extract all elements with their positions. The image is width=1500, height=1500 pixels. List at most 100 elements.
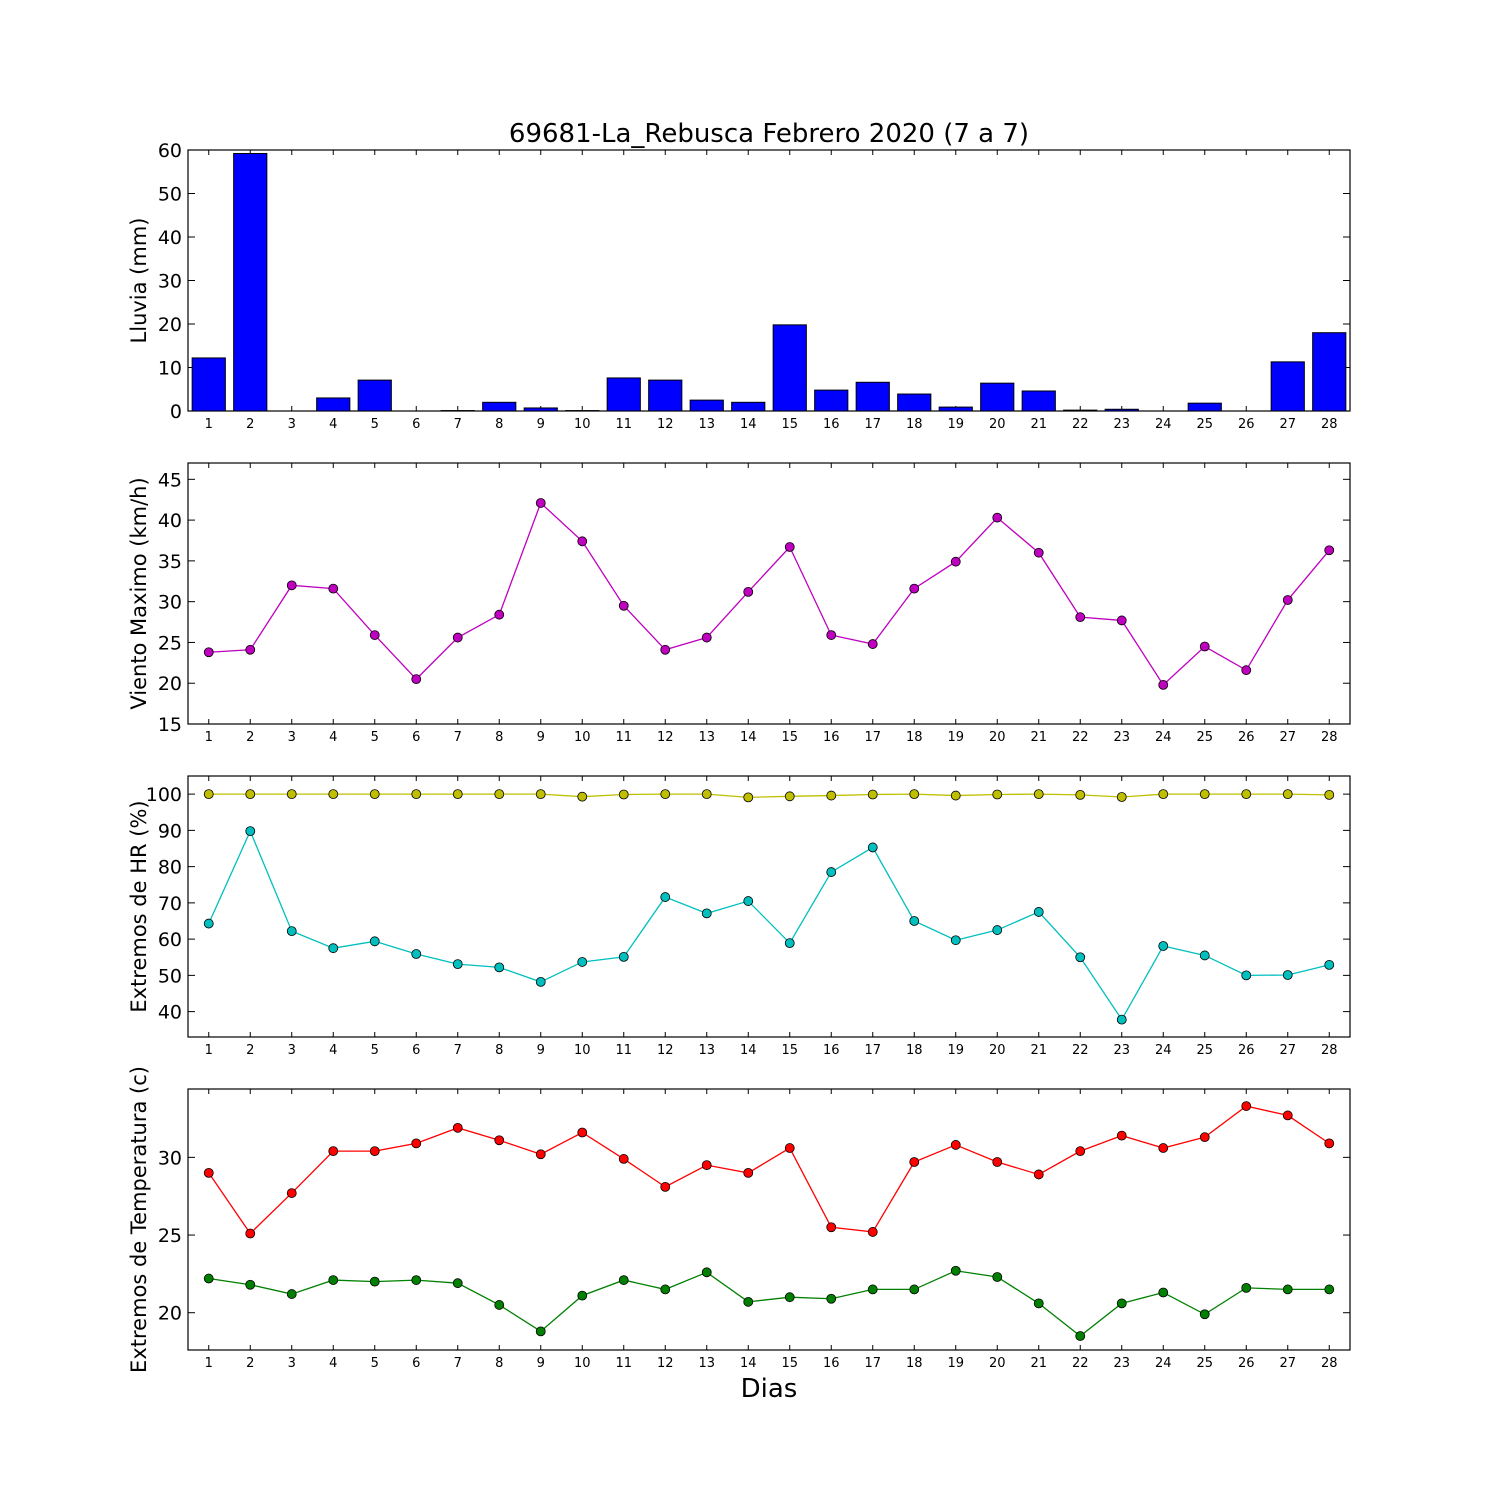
temperature-ytick-label: 30 xyxy=(158,1147,182,1169)
humidity-point xyxy=(1116,1014,1127,1025)
humidity-point xyxy=(328,789,339,800)
humidity-xtick-label: 17 xyxy=(864,1043,881,1058)
temperature-point xyxy=(1158,1143,1169,1153)
temperature-point xyxy=(494,1300,505,1310)
rain-xtick-label: 23 xyxy=(1113,417,1130,432)
rain-xtick-label: 15 xyxy=(781,417,798,432)
wind-xtick-label: 17 xyxy=(864,730,881,745)
temperature-point xyxy=(1199,1132,1210,1143)
humidity-point xyxy=(992,925,1003,935)
rain-bar xyxy=(523,407,558,412)
rain-xtick-label: 4 xyxy=(329,417,337,432)
humidity-point xyxy=(369,789,380,800)
rain-bar xyxy=(1312,332,1347,412)
temperature-point xyxy=(743,1296,754,1307)
rain-xtick-label: 9 xyxy=(537,417,545,432)
wind-xtick-label: 16 xyxy=(823,730,840,745)
temperature-xtick-label: 13 xyxy=(698,1356,715,1371)
humidity-point xyxy=(701,908,712,919)
temperature-point xyxy=(701,1267,712,1278)
humidity-point xyxy=(286,789,297,800)
wind-ytick-label: 30 xyxy=(158,592,182,614)
rain-ytick-label: 30 xyxy=(158,271,182,293)
wind-point xyxy=(452,632,463,643)
humidity-point xyxy=(660,892,671,902)
wind-xtick-label: 23 xyxy=(1113,730,1130,745)
rain-bar xyxy=(731,401,766,412)
humidity-xtick-label: 6 xyxy=(412,1043,420,1058)
temperature-xtick-label: 20 xyxy=(989,1356,1006,1371)
rain-bar xyxy=(814,389,849,412)
wind-point xyxy=(784,542,795,552)
wind-xtick-label: 11 xyxy=(615,730,632,745)
rain-xtick-label: 5 xyxy=(371,417,379,432)
humidity-point xyxy=(577,791,588,802)
wind-xtick-label: 19 xyxy=(947,730,964,745)
wind-point xyxy=(494,609,505,620)
humidity-xtick-label: 21 xyxy=(1030,1043,1047,1058)
rain-xtick-label: 22 xyxy=(1072,417,1089,432)
temperature-axes-frame xyxy=(187,1088,1351,1351)
wind-xtick-label: 8 xyxy=(495,730,503,745)
temperature-point xyxy=(411,1275,422,1285)
humidity-point xyxy=(1075,952,1086,963)
temperature-xtick-label: 1 xyxy=(205,1356,213,1371)
rain-bar xyxy=(1021,390,1056,412)
humidity-xtick-label: 5 xyxy=(371,1043,379,1058)
temperature-point xyxy=(452,1122,463,1133)
wind-xtick-label: 6 xyxy=(412,730,420,745)
temperature-point xyxy=(535,1149,546,1160)
rain-bar xyxy=(233,152,268,412)
humidity-point xyxy=(660,789,671,800)
humidity-xtick-label: 27 xyxy=(1279,1043,1296,1058)
wind-xtick-label: 14 xyxy=(740,730,757,745)
humidity-xtick-label: 18 xyxy=(906,1043,923,1058)
temperature-point xyxy=(286,1289,297,1299)
temperature-xtick-label: 4 xyxy=(329,1356,337,1371)
temperature-point xyxy=(369,1146,380,1157)
wind-point xyxy=(743,586,754,597)
wind-point xyxy=(203,647,214,658)
humidity-point xyxy=(494,789,505,800)
rain-bar xyxy=(938,406,973,412)
temperature-xtick-label: 11 xyxy=(615,1356,632,1371)
temperature-point xyxy=(1324,1284,1335,1295)
rain-bar xyxy=(482,401,517,412)
temperature-point xyxy=(1158,1287,1169,1298)
temperature-point xyxy=(660,1181,671,1192)
humidity-xtick-label: 23 xyxy=(1113,1043,1130,1058)
wind-xtick-label: 26 xyxy=(1238,730,1255,745)
rain-xtick-label: 3 xyxy=(288,417,296,432)
temperature-xtick-label: 25 xyxy=(1196,1356,1213,1371)
temperature-point xyxy=(618,1275,629,1285)
humidity-xtick-label: 12 xyxy=(657,1043,674,1058)
humidity-series-line xyxy=(208,829,1330,1021)
humidity-point xyxy=(826,790,837,801)
humidity-point xyxy=(203,918,214,929)
temperature-point xyxy=(1282,1110,1293,1121)
rain-bar xyxy=(316,397,351,412)
temperature-series-line xyxy=(208,1270,1330,1337)
humidity-xtick-label: 2 xyxy=(246,1043,254,1058)
temperature-xtick-label: 28 xyxy=(1321,1356,1338,1371)
temperature-xtick-label: 12 xyxy=(657,1356,674,1371)
temperature-point xyxy=(950,1265,961,1276)
temperature-xtick-label: 8 xyxy=(495,1356,503,1371)
humidity-xtick-label: 10 xyxy=(574,1043,591,1058)
rain-bar xyxy=(1063,409,1098,412)
temperature-point xyxy=(411,1138,422,1149)
humidity-xtick-label: 22 xyxy=(1072,1043,1089,1058)
rain-bar xyxy=(1187,402,1222,412)
humidity-point xyxy=(203,789,214,800)
rain-xtick-label: 12 xyxy=(657,417,674,432)
humidity-point xyxy=(743,792,754,803)
wind-point xyxy=(909,583,920,594)
wind-point xyxy=(1199,641,1210,652)
wind-xtick-label: 21 xyxy=(1030,730,1047,745)
temperature-point xyxy=(784,1292,795,1303)
wind-ytick-label: 25 xyxy=(158,632,182,654)
wind-point xyxy=(1033,547,1044,558)
humidity-ytick-label: 80 xyxy=(158,857,182,879)
rain-xtick-label: 19 xyxy=(947,417,964,432)
